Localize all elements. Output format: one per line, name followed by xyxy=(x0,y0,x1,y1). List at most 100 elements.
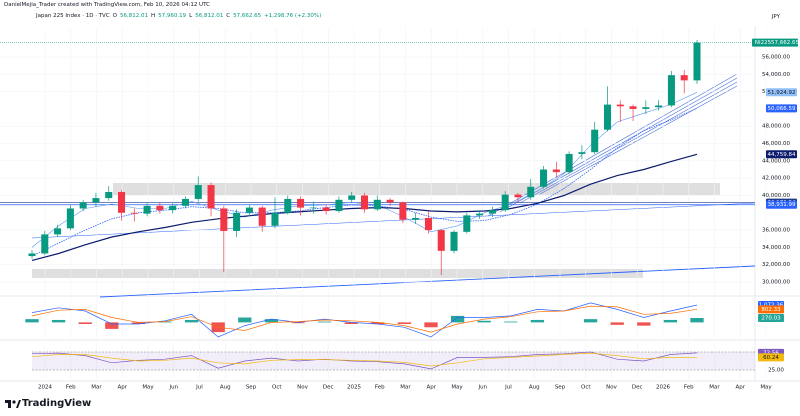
candle-body xyxy=(424,217,432,231)
credit: DanielMejia_Trader created with TradingV… xyxy=(4,2,210,8)
histogram-bar xyxy=(504,321,518,323)
x-tick-label: Oct xyxy=(272,385,282,391)
candle-body xyxy=(348,195,356,200)
logo xyxy=(5,400,21,408)
x-tick-label: Mar xyxy=(91,385,102,391)
histogram-bar xyxy=(424,322,438,328)
candle-body xyxy=(667,75,675,106)
histogram-bar xyxy=(158,321,172,323)
last-price-box xyxy=(752,38,798,47)
price-label-box xyxy=(758,313,784,322)
histogram-bar xyxy=(637,322,651,326)
histogram-bar xyxy=(184,319,199,323)
x-tick-label: May xyxy=(451,385,463,391)
candle-body xyxy=(412,217,420,220)
candle-body xyxy=(194,185,202,199)
y-tick-label: 46,000.00 xyxy=(762,141,790,147)
histogram-bar xyxy=(51,319,66,323)
candle-body xyxy=(540,169,548,187)
candle-body xyxy=(514,194,522,198)
candle-body xyxy=(552,169,560,173)
candle-body xyxy=(373,199,381,210)
candle-body xyxy=(360,195,369,210)
histogram-bar xyxy=(371,322,385,325)
y-tick-label: 30,000.00 xyxy=(762,280,790,286)
x-tick-label: 2024 xyxy=(38,385,52,391)
last-price-label: 57,662.65 xyxy=(771,40,799,46)
indicator-line xyxy=(31,302,698,338)
x-tick-label: Aug xyxy=(220,385,231,391)
change: +1,298.76 (+2.30%) xyxy=(264,13,322,19)
candle-body xyxy=(233,212,241,231)
ohlc-key: L xyxy=(189,13,193,19)
candle-body xyxy=(629,106,637,109)
indicator-line xyxy=(31,305,698,333)
ohlc-value: 57,662.65 xyxy=(233,13,262,19)
trend-line xyxy=(519,81,738,204)
candle-body xyxy=(642,107,650,109)
candle-body xyxy=(591,129,599,153)
x-tick-label: Mar xyxy=(400,385,411,391)
x-tick-label: Jul xyxy=(195,385,203,391)
histogram-bar xyxy=(690,317,704,323)
candle-body xyxy=(578,152,586,154)
ohlc-key: C xyxy=(226,13,231,19)
histogram-bar xyxy=(344,322,358,325)
candle-body xyxy=(335,199,343,212)
candle-body xyxy=(450,231,458,251)
candle-body xyxy=(207,185,215,209)
x-tick-label: May xyxy=(142,385,154,391)
y-tick-label: 36,000.00 xyxy=(762,228,790,234)
x-tick-label: Dec xyxy=(323,385,334,391)
ohlc-value: 56,812.01 xyxy=(195,13,224,19)
x-tick-label: Apr xyxy=(117,385,127,391)
candle-body xyxy=(245,207,253,213)
candle-body xyxy=(616,104,624,107)
candle-body xyxy=(54,228,62,235)
x-tick-label: Feb xyxy=(684,385,694,391)
x-tick-label: Sep xyxy=(246,385,257,391)
candle-body xyxy=(297,198,305,208)
price-label: 38,931.99 xyxy=(768,202,796,208)
histogram-bar xyxy=(264,319,279,323)
candle-body xyxy=(130,212,138,214)
zone xyxy=(113,183,720,195)
candle-body xyxy=(105,192,113,199)
y-tick-label: 44,000.00 xyxy=(762,158,790,164)
x-tick-label: Feb xyxy=(66,385,76,391)
candle-body xyxy=(463,215,471,232)
trend-line xyxy=(31,202,756,239)
histogram-bar xyxy=(25,319,39,323)
candle-body xyxy=(603,104,611,130)
y-tick-label: 34,000.00 xyxy=(762,245,790,251)
price-label: 60.24 xyxy=(763,355,779,361)
x-tick-label: Oct xyxy=(581,385,591,391)
candle-body xyxy=(41,234,49,254)
x-tick-label: Jun xyxy=(477,385,487,391)
price-label-box xyxy=(758,305,784,314)
candle-body xyxy=(488,210,496,214)
histogram-bar xyxy=(317,321,332,323)
y-tick-label: 25.00 xyxy=(768,368,784,374)
histogram-bar xyxy=(610,322,624,325)
symbol: Japan 225 Index · 1D · TVC xyxy=(36,13,110,19)
histogram-bar xyxy=(397,322,412,325)
price-label-box xyxy=(758,353,784,362)
y-tick-label: 32,000.00 xyxy=(762,262,790,268)
x-tick-label: Jul xyxy=(504,385,512,391)
candle-body xyxy=(655,105,663,108)
x-tick-label: May xyxy=(760,385,772,391)
candle-body xyxy=(527,186,535,198)
ohlc-value: 57,960.19 xyxy=(158,13,187,19)
candle-body xyxy=(693,42,701,81)
candle-body xyxy=(284,198,292,213)
price-label: 44,759.84 xyxy=(768,152,796,158)
x-tick-label: Mar xyxy=(709,385,720,391)
candle-body xyxy=(169,205,177,211)
x-tick-label: Apr xyxy=(426,385,436,391)
brand: TradingView xyxy=(22,398,92,409)
symbol-label: NI225 xyxy=(755,40,772,46)
